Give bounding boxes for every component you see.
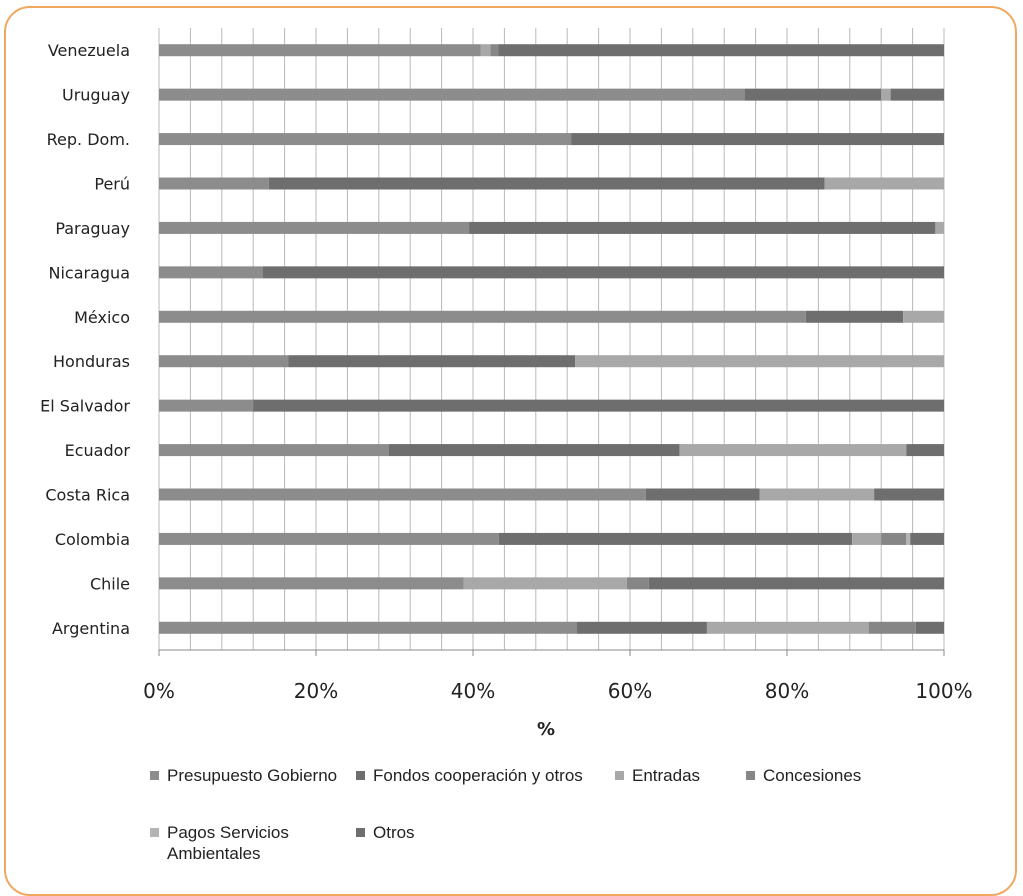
bar-segment [881, 532, 907, 545]
bar-segment [159, 577, 464, 590]
bar-segment [903, 310, 944, 323]
legend-swatch [746, 771, 755, 780]
bar-segment [906, 444, 944, 457]
legend-label: Presupuesto Gobierno [167, 766, 338, 785]
bar-segment [159, 444, 390, 457]
legend: Presupuesto Gobierno Fondos cooperación … [150, 760, 970, 880]
bar-segment [881, 88, 891, 101]
x-tick-label: 0% [143, 679, 175, 703]
x-axis-title: % [537, 719, 555, 740]
x-tick-label: 20% [294, 679, 338, 703]
bar-segment [159, 266, 263, 279]
x-tick-label: 80% [765, 679, 809, 703]
bar-segment [571, 133, 944, 146]
bar-segment [389, 444, 680, 457]
legend-item-otros: Otros [356, 822, 415, 843]
legend-label: Concesiones [763, 766, 862, 785]
category-label: Ecuador [65, 441, 131, 460]
legend-swatch [150, 828, 159, 837]
bar-segment [159, 88, 745, 101]
bar-segment [159, 310, 806, 323]
legend-label: Fondos cooperación y otros [373, 766, 583, 785]
category-label: Honduras [53, 352, 130, 371]
bar-segment [262, 266, 944, 279]
category-label: Argentina [52, 619, 130, 638]
bar-segment [706, 621, 869, 634]
category-label: Venezuela [48, 41, 130, 60]
category-labels: Venezuela Uruguay Rep. Dom. Perú Paraguay Nic… [40, 41, 130, 638]
bar-segment [759, 488, 875, 501]
bar-segment [805, 310, 904, 323]
bar-segment [915, 621, 944, 634]
bar-segment [159, 621, 577, 634]
bar-segment [824, 177, 944, 190]
bar-segment [744, 88, 882, 101]
bar-segment [469, 221, 936, 234]
bar-segment [159, 44, 481, 57]
category-label: Nicaragua [49, 263, 131, 282]
legend-label-line2: Ambientales [167, 844, 261, 863]
legend-label: Otros [373, 823, 415, 842]
bar-segment [159, 355, 289, 368]
legend-label: Entradas [632, 766, 701, 785]
bar-segment [159, 177, 269, 190]
category-label: El Salvador [40, 397, 130, 416]
bar-segment [159, 399, 254, 412]
gridlines [158, 28, 945, 650]
bar-segment [159, 133, 572, 146]
bar-segment [648, 577, 944, 590]
bars [159, 44, 944, 634]
legend-label-line1: Pagos Servicios [167, 823, 289, 842]
category-label: Colombia [55, 530, 130, 549]
category-label: Paraguay [55, 219, 130, 238]
bar-segment [159, 221, 470, 234]
category-label: Chile [90, 574, 130, 593]
x-tick-label: 60% [608, 679, 652, 703]
bar-segment [935, 221, 944, 234]
legend-item-presupuesto: Presupuesto Gobierno [150, 765, 337, 786]
category-label: Costa Rica [45, 486, 130, 505]
bar-segment [906, 532, 911, 545]
bar-segment [253, 399, 944, 412]
bar-segment [575, 355, 944, 368]
legend-label: Pagos Servicios Ambientales [167, 822, 289, 864]
category-label: Uruguay [62, 86, 130, 105]
bar-segment [480, 44, 491, 57]
legend-item-fondos: Fondos cooperación y otros [356, 765, 583, 786]
bar-segment [159, 488, 646, 501]
bar-segment [679, 444, 907, 457]
bar-segment [463, 577, 627, 590]
x-tick-label: 100% [915, 679, 972, 703]
x-axis: 0% 20% 40% 60% 80% 100% [143, 649, 973, 703]
bar-segment [288, 355, 576, 368]
bar-segment [490, 44, 499, 57]
legend-item-concesiones: Concesiones [746, 765, 861, 786]
category-label: Rep. Dom. [47, 130, 130, 149]
bar-segment [576, 621, 707, 634]
category-label: México [74, 308, 130, 327]
bar-segment [910, 532, 944, 545]
bar-segment [268, 177, 825, 190]
legend-swatch [356, 828, 365, 837]
category-label: Perú [94, 175, 130, 194]
bar-segment [498, 532, 853, 545]
stacked-bar-chart: Venezuela Uruguay Rep. Dom. Perú Paraguay Nic… [40, 28, 973, 740]
legend-swatch [615, 771, 624, 780]
x-tick-label: 40% [451, 679, 495, 703]
bar-segment [645, 488, 760, 501]
bar-segment [868, 621, 916, 634]
bar-segment [890, 88, 944, 101]
legend-item-entradas: Entradas [615, 765, 700, 786]
bar-segment [852, 532, 882, 545]
bar-segment [626, 577, 649, 590]
legend-item-pagos: Pagos Servicios Ambientales [150, 822, 289, 864]
bar-segment [874, 488, 944, 501]
bar-segment [159, 532, 499, 545]
bar-segment [498, 44, 944, 57]
legend-swatch [356, 771, 365, 780]
legend-swatch [150, 771, 159, 780]
